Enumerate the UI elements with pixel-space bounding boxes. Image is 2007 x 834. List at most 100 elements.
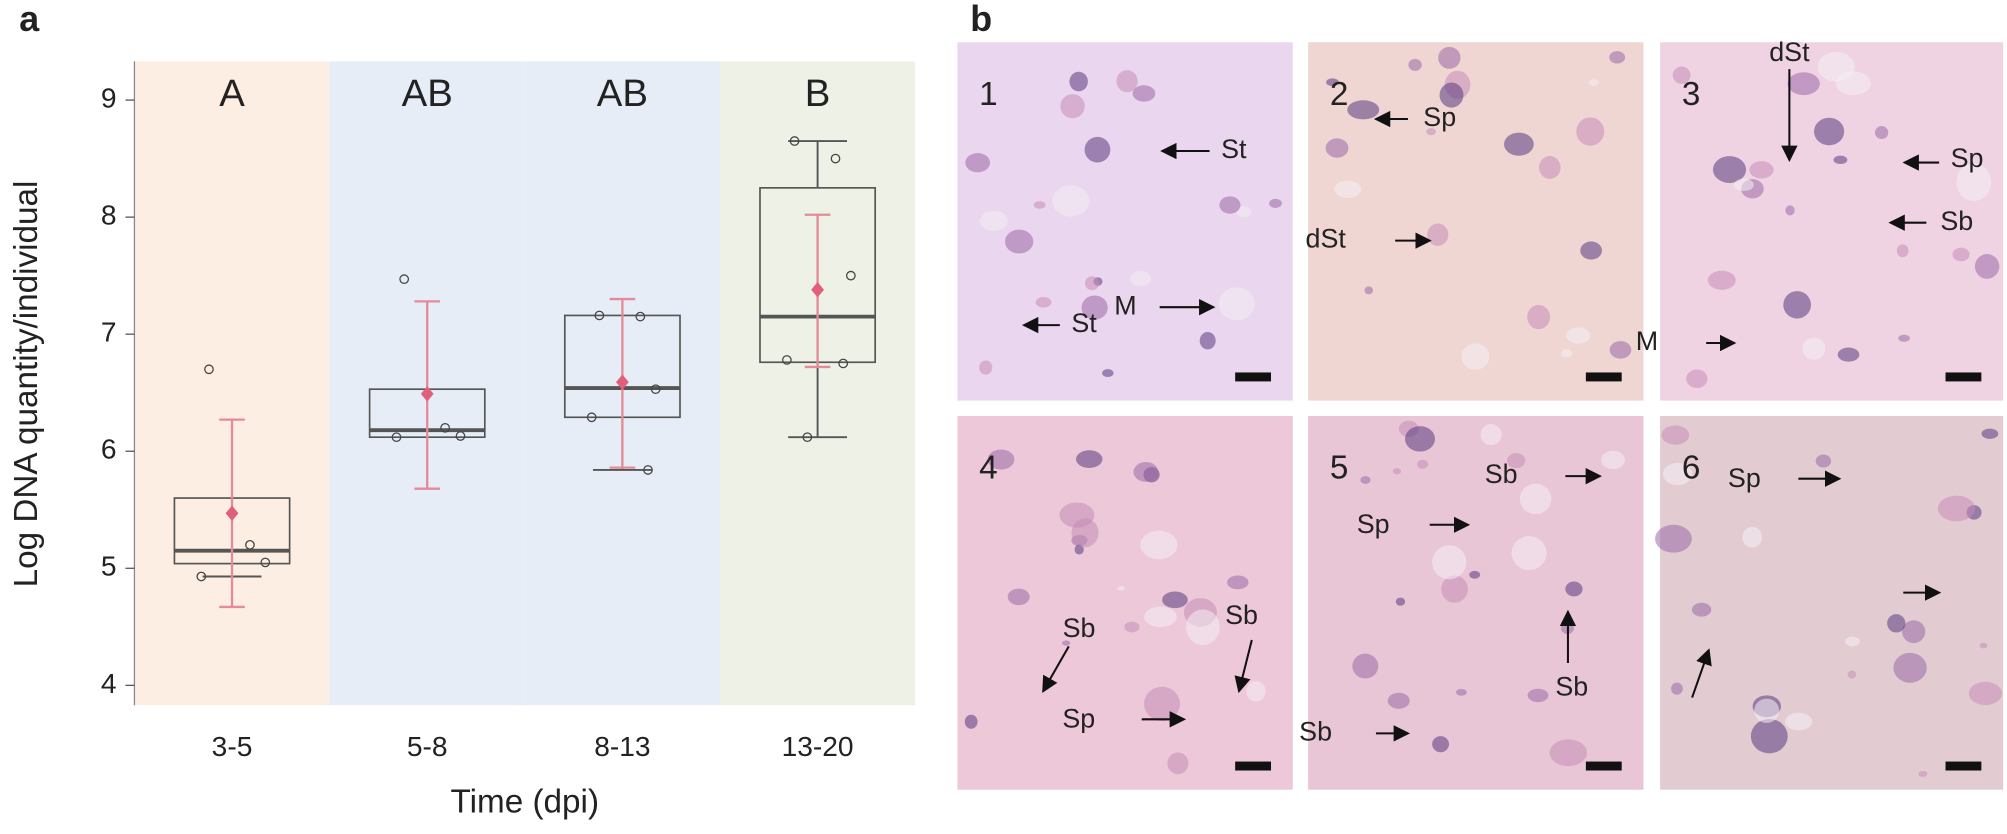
cell-blob bbox=[1785, 205, 1795, 216]
significance-letter: AB bbox=[597, 72, 648, 115]
cell-blob bbox=[1132, 85, 1156, 102]
cell-blob bbox=[1511, 536, 1547, 571]
cell-blob bbox=[1835, 71, 1871, 96]
cell-blob bbox=[1074, 544, 1084, 555]
data-point bbox=[635, 311, 646, 322]
data-point bbox=[455, 431, 466, 441]
cell-blob bbox=[980, 210, 1008, 231]
cell-blob bbox=[1387, 692, 1410, 709]
cell-blob bbox=[1392, 468, 1401, 475]
data-point bbox=[260, 557, 271, 568]
mean-marker bbox=[616, 374, 629, 390]
arrow bbox=[1042, 645, 1070, 693]
cell-blob bbox=[1432, 545, 1467, 580]
cell-blob bbox=[1549, 739, 1587, 767]
tile-number: 3 bbox=[1682, 76, 1701, 113]
cell-blob bbox=[1395, 597, 1406, 606]
cell-blob bbox=[1802, 337, 1826, 360]
panel-label: b bbox=[970, 0, 992, 39]
cell-blob bbox=[1956, 163, 1992, 201]
cell-blob bbox=[1733, 178, 1754, 192]
cell-blob bbox=[1507, 453, 1526, 469]
cell-blob bbox=[1580, 241, 1602, 260]
cell-blob bbox=[1227, 575, 1249, 590]
background-band bbox=[134, 61, 330, 706]
cell-blob bbox=[1455, 688, 1467, 696]
cell-blob bbox=[979, 360, 993, 375]
cell-blob bbox=[1887, 614, 1906, 633]
micrograph bbox=[1660, 415, 2004, 790]
cell-blob bbox=[1833, 155, 1848, 165]
data-point bbox=[245, 540, 255, 550]
cell-blob bbox=[1062, 640, 1071, 646]
x-tick-label: 13-20 bbox=[782, 731, 854, 762]
tile-number: 4 bbox=[979, 450, 998, 487]
cell-blob bbox=[1845, 636, 1860, 647]
cell-blob bbox=[1754, 698, 1780, 723]
cell-blob bbox=[1686, 369, 1708, 389]
scale-bar bbox=[1585, 372, 1622, 382]
cell-blob bbox=[1060, 94, 1085, 119]
cell-blob bbox=[1672, 66, 1691, 84]
cell-label: dSt bbox=[1769, 37, 1810, 67]
cell-blob bbox=[1691, 602, 1712, 617]
cell-blob bbox=[1974, 254, 2000, 279]
cell-blob bbox=[1750, 718, 1788, 754]
cell-blob bbox=[1162, 591, 1188, 609]
cell-blob bbox=[1469, 570, 1481, 579]
cell-blob bbox=[1480, 424, 1502, 446]
cell-blob bbox=[1441, 575, 1468, 603]
cell-label: Sb bbox=[1485, 459, 1518, 489]
cell-blob bbox=[1918, 770, 1928, 777]
cell-blob bbox=[987, 449, 1015, 470]
x-tick-label: 8-13 bbox=[594, 731, 650, 762]
data-point bbox=[782, 355, 792, 365]
cell-blob bbox=[1874, 126, 1889, 139]
cell-blob bbox=[1405, 426, 1435, 452]
data-point bbox=[391, 432, 402, 443]
cell-blob bbox=[1661, 425, 1690, 445]
tile-number: 2 bbox=[1330, 76, 1349, 113]
cell-blob bbox=[1847, 670, 1857, 679]
x-tick-label: 3-5 bbox=[212, 731, 253, 762]
cell-blob bbox=[1133, 462, 1159, 482]
x-axis-title: Time (dpi) bbox=[451, 784, 599, 821]
cell-label: Sb bbox=[1555, 672, 1588, 702]
cell-blob bbox=[1438, 46, 1461, 69]
tile-number: 5 bbox=[1330, 450, 1349, 487]
significance-letter: AB bbox=[402, 72, 453, 115]
data-point bbox=[838, 358, 849, 369]
cell-blob bbox=[1269, 198, 1282, 208]
cell-blob bbox=[1461, 343, 1490, 370]
cell-blob bbox=[1347, 100, 1380, 120]
cell-label: M bbox=[1114, 290, 1136, 320]
data-point bbox=[586, 412, 597, 423]
arrow bbox=[1234, 639, 1253, 694]
cell-label: Sp bbox=[1423, 102, 1456, 132]
scale-bar bbox=[1945, 372, 1982, 382]
data-point bbox=[399, 274, 410, 285]
cell-blob bbox=[1898, 334, 1910, 342]
cell-blob bbox=[1539, 155, 1561, 179]
micrograph bbox=[957, 42, 1293, 401]
cell-blob bbox=[1979, 642, 1988, 649]
cell-blob bbox=[1576, 117, 1605, 146]
arrow bbox=[1691, 648, 1712, 698]
scale-bar bbox=[1235, 372, 1272, 382]
cell-label: Sb bbox=[1940, 206, 1973, 236]
cell-blob bbox=[1334, 180, 1362, 199]
cell-blob bbox=[1076, 450, 1103, 468]
cell-blob bbox=[1712, 156, 1747, 183]
cell-blob bbox=[1117, 586, 1125, 591]
cell-blob bbox=[1004, 229, 1034, 254]
cell-blob bbox=[1416, 459, 1429, 469]
cell-blob bbox=[1033, 201, 1046, 209]
cell-label: Sp bbox=[1062, 704, 1095, 734]
data-point bbox=[789, 136, 800, 146]
cell-blob bbox=[1601, 450, 1625, 470]
y-tick-label: 4 bbox=[101, 668, 117, 699]
cell-blob bbox=[1326, 78, 1339, 87]
cell-blob bbox=[1352, 653, 1379, 679]
cell-blob bbox=[1707, 270, 1736, 290]
micrograph bbox=[1308, 415, 1644, 790]
